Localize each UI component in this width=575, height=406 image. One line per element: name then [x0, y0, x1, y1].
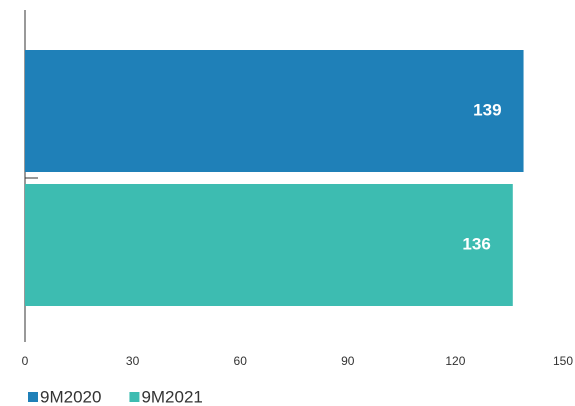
- x-tick-label: 30: [126, 354, 140, 368]
- legend-label: 9M2021: [141, 387, 202, 406]
- bar: [25, 50, 524, 172]
- x-tick-label: 150: [553, 354, 573, 368]
- x-tick-label: 120: [445, 354, 465, 368]
- data-label: 136: [462, 234, 490, 253]
- x-tick-label: 0: [22, 354, 29, 368]
- bar: [25, 184, 513, 306]
- legend-swatch: [28, 392, 38, 402]
- x-tick-label: 90: [341, 354, 355, 368]
- legend-label: 9M2020: [40, 387, 101, 406]
- legend-swatch: [129, 392, 140, 402]
- data-label: 139: [473, 100, 501, 119]
- x-tick-label: 60: [234, 354, 248, 368]
